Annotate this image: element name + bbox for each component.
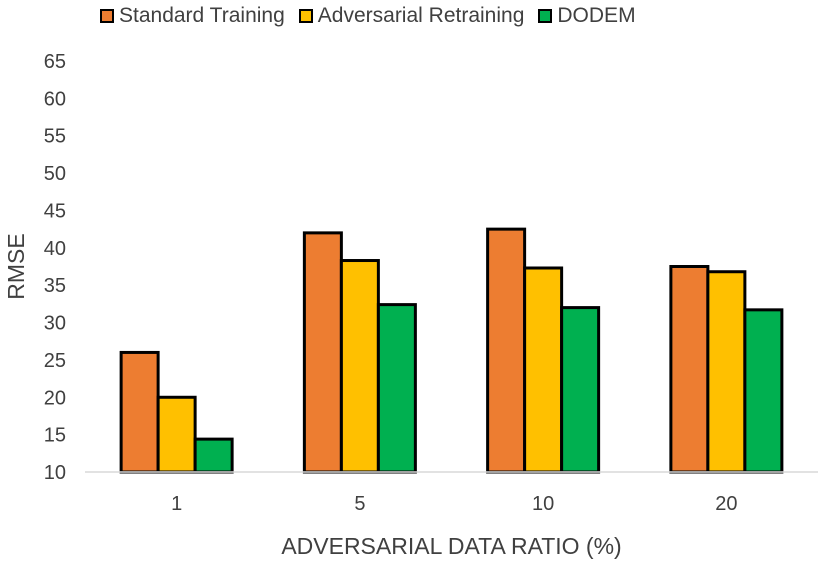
y-tick-label: 45	[44, 200, 66, 222]
y-tick-label: 25	[44, 350, 66, 372]
y-tick-label: 55	[44, 126, 66, 148]
x-tick-label: 1	[171, 493, 182, 515]
bar-adversarial-retraining-20	[706, 270, 747, 474]
bar-adversarial-retraining-5	[339, 259, 380, 474]
legend-item-dodem: DODEM	[538, 4, 636, 28]
legend: Standard Training Adversarial Retraining…	[100, 4, 650, 28]
bar-standard-training-1	[119, 350, 160, 474]
legend-item-adversarial-retraining: Adversarial Retraining	[298, 4, 525, 28]
legend-swatch-standard-training	[100, 9, 114, 23]
legend-swatch-dodem	[538, 9, 553, 23]
bar-dodem-10	[560, 306, 601, 474]
legend-label-standard-training: Standard Training	[119, 4, 285, 27]
bar-dodem-20	[743, 308, 784, 474]
y-tick-label: 40	[44, 238, 66, 260]
x-tick-label: 10	[532, 493, 554, 515]
legend-item-standard-training: Standard Training	[100, 4, 285, 28]
bar-adversarial-retraining-1	[156, 395, 197, 474]
x-axis-title: ADVERSARIAL DATA RATIO (%)	[281, 533, 621, 559]
y-axis-ticks: 10 15 20 25 30 35 40 45 50 55 60 65	[44, 51, 66, 484]
bar-standard-training-5	[302, 231, 343, 474]
bar-adversarial-retraining-10	[523, 266, 564, 474]
legend-swatch-adversarial-retraining	[298, 9, 313, 23]
legend-label-dodem: DODEM	[557, 4, 636, 27]
y-tick-label: 30	[44, 313, 66, 335]
y-tick-label: 65	[44, 51, 66, 73]
x-tick-label: 20	[715, 493, 737, 515]
bar-dodem-1	[193, 437, 234, 474]
x-axis-ticks: 1 5 10 20	[171, 493, 737, 515]
y-tick-label: 50	[44, 163, 66, 185]
y-tick-label: 60	[44, 88, 66, 110]
bar-dodem-5	[376, 303, 417, 474]
y-tick-label: 10	[44, 462, 66, 484]
y-tick-label: 20	[44, 387, 66, 409]
y-tick-label: 35	[44, 275, 66, 297]
y-axis-title: RMSE	[3, 233, 29, 299]
bars	[119, 227, 784, 474]
legend-label-adversarial-retraining: Adversarial Retraining	[317, 4, 525, 27]
bar-standard-training-10	[486, 227, 527, 474]
bar-standard-training-20	[669, 265, 710, 474]
x-tick-label: 5	[354, 493, 365, 515]
y-tick-label: 15	[44, 425, 66, 447]
